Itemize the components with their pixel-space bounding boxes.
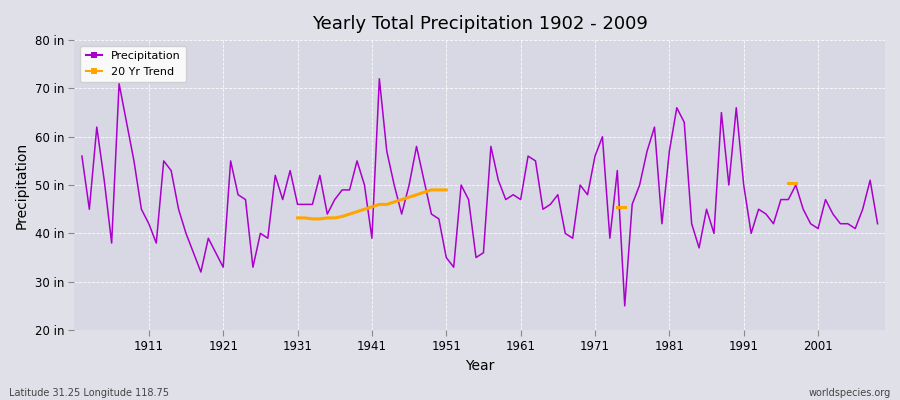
Title: Yearly Total Precipitation 1902 - 2009: Yearly Total Precipitation 1902 - 2009 [311, 15, 648, 33]
X-axis label: Year: Year [465, 359, 494, 373]
Text: Latitude 31.25 Longitude 118.75: Latitude 31.25 Longitude 118.75 [9, 388, 169, 398]
Text: worldspecies.org: worldspecies.org [809, 388, 891, 398]
Y-axis label: Precipitation: Precipitation [15, 142, 29, 229]
Legend: Precipitation, 20 Yr Trend: Precipitation, 20 Yr Trend [80, 46, 186, 82]
